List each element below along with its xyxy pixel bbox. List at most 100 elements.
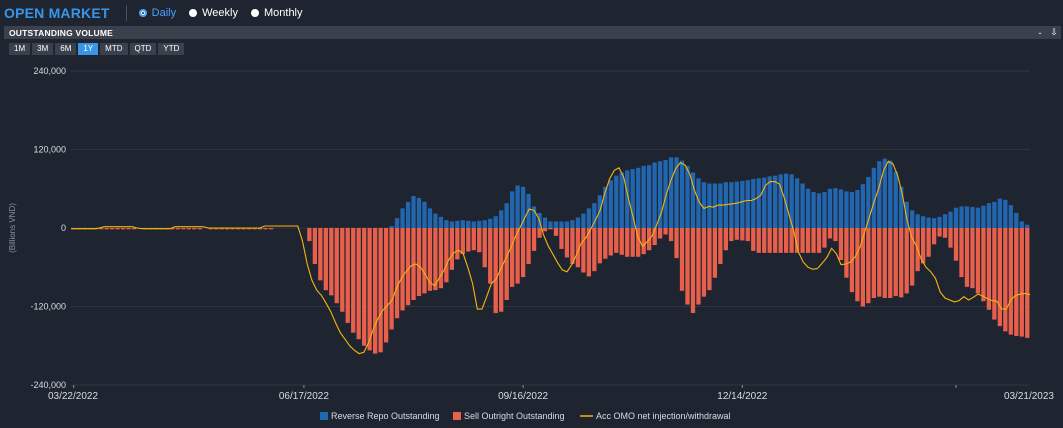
sell-outright-bar (794, 228, 800, 253)
y-tick-label: 120,000 (33, 145, 66, 155)
x-tick-label: 06/17/2022 (279, 391, 329, 402)
range-1y-button[interactable]: 1Y (78, 43, 99, 55)
sell-outright-bar (510, 228, 515, 287)
sell-outright-bar (186, 228, 191, 230)
sell-outright-bar (657, 228, 663, 239)
reverse-repo-bar (981, 205, 986, 228)
reverse-repo-bar (460, 220, 465, 228)
sell-outright-bar (225, 228, 230, 230)
panel-tools: - ⇩ (1033, 27, 1061, 38)
reverse-repo-bar (542, 217, 548, 228)
x-tick-label: 03/21/2023 (1004, 391, 1054, 402)
reverse-repo-bar (411, 195, 416, 228)
range-1m-button[interactable]: 1M (9, 43, 31, 55)
reverse-repo-bar (882, 158, 887, 228)
reverse-repo-bar (564, 221, 570, 228)
sell-outright-bar (871, 228, 876, 298)
sell-outright-bar (170, 228, 175, 230)
range-selector: 1M 3M 6M 1Y MTD QTD YTD (9, 43, 186, 55)
sell-outright-bar (833, 228, 838, 242)
reverse-repo-bar (800, 183, 805, 228)
legend-label-reverse-repo[interactable]: Reverse Repo Outstanding (331, 411, 440, 421)
sell-outright-bar (767, 228, 772, 253)
sell-outright-bar (668, 228, 674, 242)
reverse-repo-bar (482, 220, 487, 228)
period-daily-radio[interactable]: Daily (138, 7, 176, 19)
radio-selected-icon (138, 8, 147, 17)
sell-outright-bar (192, 228, 197, 230)
range-mtd-button[interactable]: MTD (100, 43, 128, 55)
y-tick-label: 0 (61, 223, 66, 233)
sell-outright-bar (334, 228, 339, 304)
reverse-repo-bar (756, 178, 761, 228)
reverse-repo-bar (712, 183, 718, 228)
reverse-repo-bar (778, 174, 783, 228)
reverse-repo-bar (553, 221, 559, 228)
sell-outright-bar (526, 228, 531, 264)
y-axis-ticks: 240,000 120,000 0 -120,000 -240,000 (30, 66, 66, 390)
sell-outright-bar (855, 228, 860, 302)
panel-header: OUTSTANDING VOLUME - ⇩ (4, 26, 1061, 39)
period-monthly-radio[interactable]: Monthly (250, 7, 303, 19)
range-qtd-button[interactable]: QTD (129, 43, 157, 55)
sell-outright-bar (553, 228, 559, 236)
range-6m-button[interactable]: 6M (55, 43, 77, 55)
sell-outright-bar (778, 228, 783, 253)
sell-outright-bar (970, 228, 975, 289)
sell-outright-bar (542, 228, 548, 232)
reverse-repo-bar (811, 192, 816, 228)
sell-outright-bar (471, 228, 476, 251)
range-3m-button[interactable]: 3M (32, 43, 54, 55)
sell-outright-bar (362, 228, 367, 346)
divider (125, 4, 127, 21)
reverse-repo-bar (740, 180, 745, 228)
reverse-repo-bar (657, 161, 663, 228)
sell-outright-bar (1025, 228, 1030, 338)
sell-outright-bar (433, 228, 438, 291)
reverse-repo-bar (416, 197, 422, 228)
download-icon[interactable]: ⇩ (1050, 27, 1058, 37)
legend-label-acc-omo[interactable]: Acc OMO net injection/withdrawal (596, 411, 731, 421)
reverse-repo-bar (531, 206, 537, 228)
reverse-repo-bar (718, 183, 723, 228)
sell-outright-bar (515, 228, 520, 284)
legend-label-sell-outright[interactable]: Sell Outright Outstanding (464, 411, 565, 421)
sell-outright-bar (257, 228, 263, 230)
sell-outright-bar (641, 228, 646, 255)
sell-outright-bar (356, 228, 361, 340)
sell-outright-bar (405, 228, 411, 306)
reverse-repo-bar (860, 184, 865, 228)
sell-outright-bar (773, 228, 778, 253)
sell-outright-bar (460, 228, 465, 255)
sell-outright-bar (674, 228, 679, 259)
sell-outright-bar (548, 228, 553, 230)
legend: Reverse Repo Outstanding Sell Outright O… (320, 411, 731, 421)
minimize-button[interactable]: - (1038, 27, 1042, 38)
sell-outright-bar (109, 228, 115, 230)
sell-outright-bar (444, 228, 449, 283)
sell-outright-bar (816, 228, 822, 253)
sell-outright-bar (422, 228, 427, 294)
sell-outright-bar (953, 228, 959, 261)
reverse-repo-bar (751, 178, 756, 228)
reverse-repo-bar (679, 160, 685, 228)
y-axis-label: (Billions VND) (8, 203, 17, 253)
period-weekly-radio[interactable]: Weekly (189, 7, 238, 19)
sell-outright-bar (378, 228, 383, 353)
reverse-repo-bar (400, 208, 405, 228)
reverse-repo-bar (855, 190, 860, 228)
sell-outright-bar (531, 228, 537, 251)
reverse-repo-bar (849, 192, 855, 228)
sell-outright-bar (981, 228, 986, 302)
sell-outright-bar (844, 228, 849, 278)
reverse-repo-bar (729, 182, 734, 228)
reverse-repo-bar (575, 217, 581, 228)
reverse-repo-bar (975, 207, 981, 228)
reverse-repo-bar (942, 214, 948, 228)
sell-outright-bar (246, 228, 252, 230)
reverse-repo-bar (997, 198, 1002, 228)
acc-omo-line (71, 160, 1031, 355)
sell-outright-bar (707, 228, 712, 291)
range-ytd-button[interactable]: YTD (158, 43, 185, 55)
reverse-repo-bar (762, 177, 767, 228)
